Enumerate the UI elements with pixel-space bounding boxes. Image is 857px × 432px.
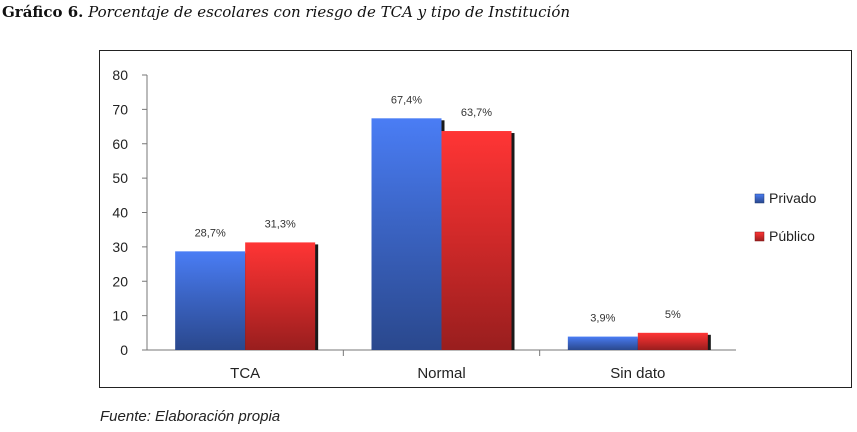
y-tick-label: 10 <box>112 308 128 324</box>
x-tick-label: Normal <box>417 365 465 382</box>
data-label: 63,7% <box>461 107 492 119</box>
y-tick-label: 20 <box>112 273 128 289</box>
source-note: Fuente: Elaboración propia <box>100 408 281 425</box>
y-tick-label: 70 <box>112 101 128 117</box>
legend-swatch <box>754 193 765 204</box>
chart-frame: 0 10 20 30 40 50 60 70 80 TCA 28,7% 31,3% Normal 67,4… <box>99 50 852 388</box>
data-label: 31,3% <box>265 218 296 230</box>
x-tick-label: TCA <box>230 365 260 382</box>
bar-chart: 0 10 20 30 40 50 60 70 80 TCA 28,7% 31,3% Normal 67,4… <box>112 67 817 382</box>
y-tick-label: 60 <box>112 136 128 152</box>
y-tick-label: 40 <box>112 205 128 221</box>
bar-privado <box>371 118 442 350</box>
data-label: 67,4% <box>391 94 422 106</box>
caption-number: Gráfico 6. <box>2 3 84 21</box>
y-tick-label: 30 <box>112 239 128 255</box>
bar-público <box>637 332 708 350</box>
bar-privado <box>175 251 246 350</box>
legend-label: Privado <box>769 190 817 206</box>
caption-text: Porcentaje de escolares con riesgo de TC… <box>88 3 571 21</box>
y-tick-label: 80 <box>112 67 128 83</box>
legend-swatch <box>754 231 765 242</box>
data-label: 5% <box>665 309 681 321</box>
chart-caption: Gráfico 6. Porcentaje de escolares con r… <box>2 3 570 21</box>
bar-público <box>441 131 512 350</box>
y-tick-label: 50 <box>112 170 128 186</box>
data-label: 28,7% <box>195 227 226 239</box>
legend-label: Público <box>769 228 815 244</box>
bar-público <box>245 242 316 350</box>
data-label: 3,9% <box>590 313 615 325</box>
y-tick-label: 0 <box>120 342 128 358</box>
bar-privado <box>567 336 638 350</box>
x-tick-label: Sin dato <box>610 365 665 382</box>
